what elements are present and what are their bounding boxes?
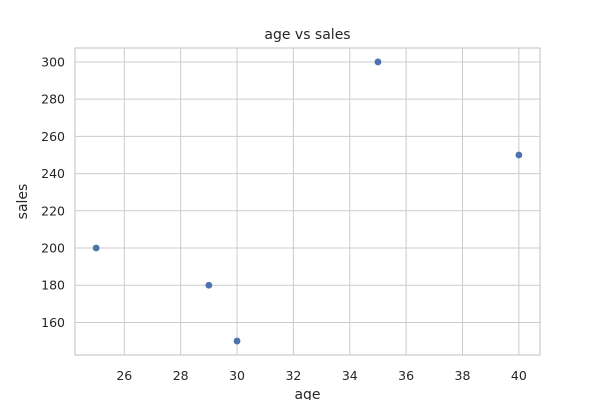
data-points <box>92 58 523 345</box>
x-tick-label: 34 <box>342 368 358 383</box>
data-point <box>374 58 382 66</box>
x-tick-label: 26 <box>116 368 132 383</box>
x-tick-label: 32 <box>285 368 301 383</box>
grid <box>75 48 540 355</box>
data-point <box>92 244 100 252</box>
chart-title: age vs sales <box>264 27 350 43</box>
x-axis-label: age <box>294 387 320 400</box>
y-tick-label: 200 <box>41 241 65 256</box>
tick-labels: 26 28 30 32 34 36 38 40 160 180 200 220 240 260 280 300 <box>41 54 527 383</box>
data-point <box>205 281 213 289</box>
x-tick-label: 36 <box>398 368 414 383</box>
y-tick-label: 160 <box>41 315 65 330</box>
x-tick-label: 28 <box>173 368 189 383</box>
y-tick-label: 240 <box>41 166 65 181</box>
x-tick-label: 30 <box>229 368 245 383</box>
y-tick-label: 220 <box>41 203 65 218</box>
data-point <box>515 151 523 159</box>
x-tick-label: 38 <box>455 368 471 383</box>
y-tick-label: 180 <box>41 278 65 293</box>
y-tick-label: 300 <box>41 54 65 69</box>
x-tick-label: 40 <box>511 368 527 383</box>
y-axis-label: sales <box>15 184 31 220</box>
y-tick-label: 260 <box>41 129 65 144</box>
y-tick-label: 280 <box>41 92 65 107</box>
plot-frame <box>74 47 541 356</box>
data-point <box>233 337 241 345</box>
